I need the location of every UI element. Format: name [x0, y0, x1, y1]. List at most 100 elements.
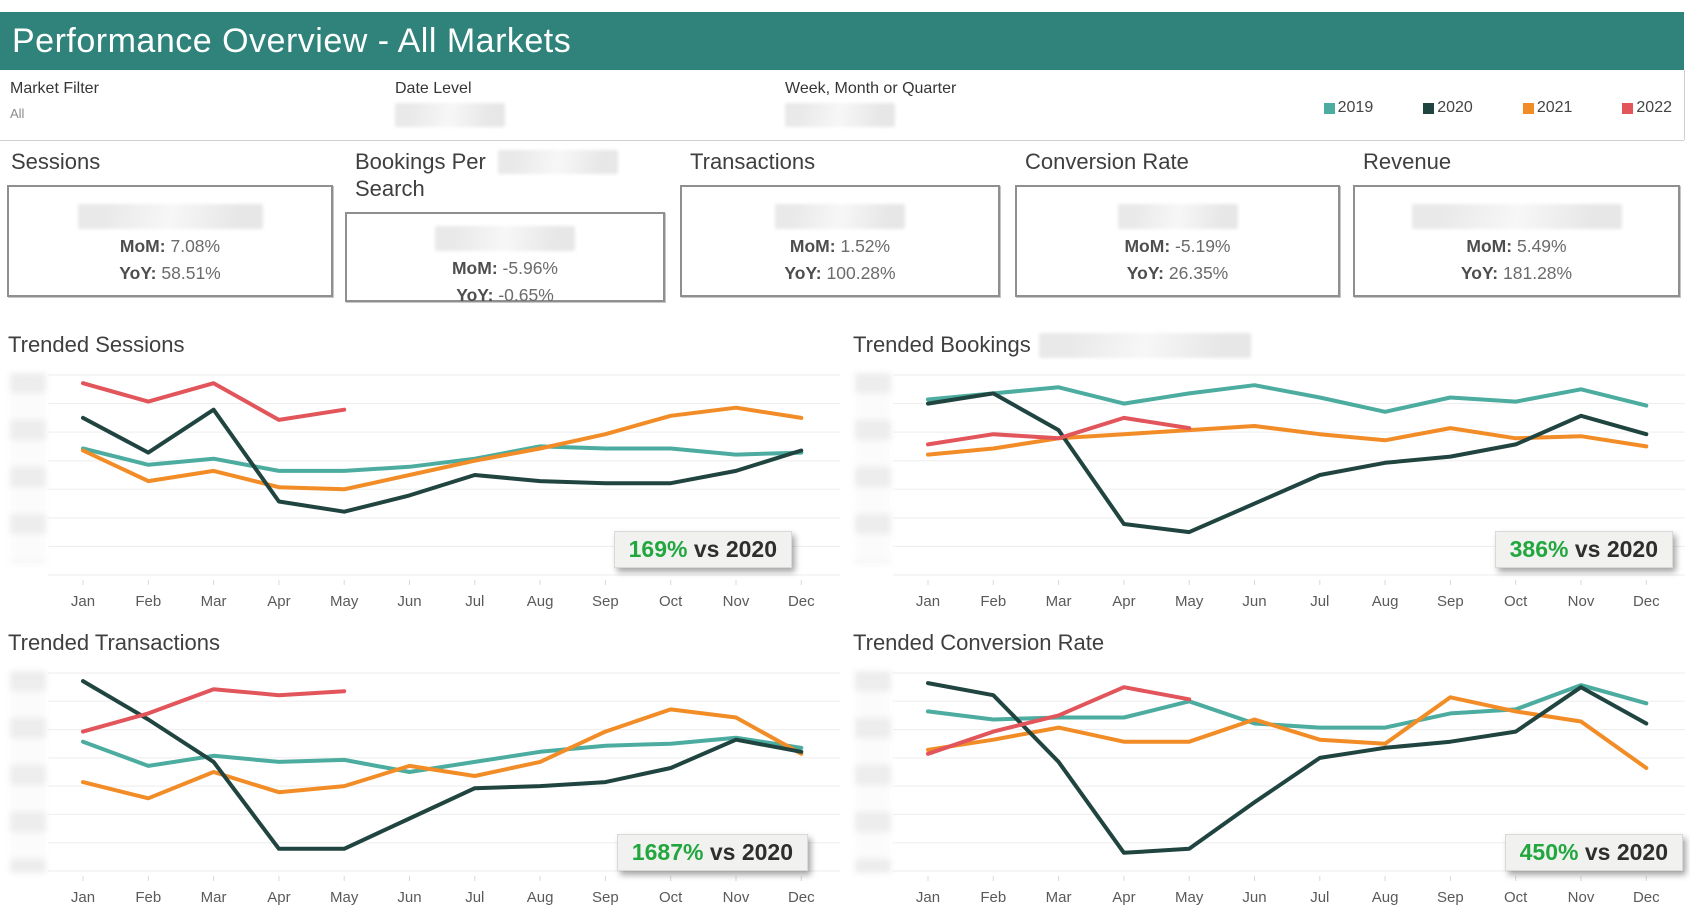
month-label-dec: Dec — [787, 593, 815, 610]
month-axis: Jan Feb Mar Apr May Jun Jul Aug Sep Oct Nov Dec — [853, 593, 1685, 615]
comparison-badge: 1687% vs 2020 — [616, 834, 808, 871]
month-label-apr: Apr — [267, 593, 291, 610]
series-line-2022 — [926, 685, 1192, 756]
kpi-mom-label: MoM: — [1466, 236, 1513, 256]
plot-area[interactable] — [8, 365, 840, 585]
month-label-may: May — [330, 889, 359, 906]
month-label-jun: Jun — [1242, 593, 1267, 610]
plot-container: 450% vs 2020 — [853, 663, 1685, 881]
kpi-yoy-label: YoY: — [1460, 263, 1499, 283]
badge-vs-label: vs 2020 — [693, 536, 777, 562]
comparison-badge: 450% vs 2020 — [1504, 834, 1683, 871]
chart-trended-sessions: Trended Sessions 169% vs 2020 Jan Feb Mar A… — [8, 332, 840, 615]
month-label-mar: Mar — [200, 889, 227, 906]
month-label-nov: Nov — [722, 889, 750, 906]
month-label-oct: Oct — [659, 889, 683, 906]
kpi-value-redacted — [775, 204, 905, 229]
series-line-2022 — [926, 415, 1192, 447]
kpi-mom-value: -5.96% — [502, 258, 558, 278]
series-line-2020 — [926, 681, 1649, 855]
plot-area[interactable] — [853, 663, 1685, 881]
date-level-value-redacted[interactable] — [395, 103, 505, 127]
kpi-yoy-value: 100.28% — [826, 263, 896, 283]
legend-label: 2021 — [1536, 99, 1573, 116]
month-label-sep: Sep — [1437, 593, 1464, 610]
kpi-mom-value: -5.19% — [1175, 236, 1231, 256]
month-axis: Jan Feb Mar Apr May Jun Jul Aug Sep Oct Nov Dec — [8, 889, 840, 911]
month-label-jun: Jun — [1242, 889, 1267, 906]
kpi-card-sessions: Sessions MoM: 7.08% YoY: 58.51% — [7, 148, 333, 297]
month-label-jun: Jun — [397, 593, 422, 610]
month-label-jan: Jan — [915, 889, 941, 906]
series-line-2022 — [81, 687, 347, 734]
month-label-feb: Feb — [980, 593, 1007, 610]
year-legend: 2019 2020 2021 2022 — [1323, 99, 1672, 117]
chart-title: Trended Sessions — [8, 332, 185, 357]
kpi-mom-value: 7.08% — [170, 236, 221, 256]
kpi-title: Bookings Per Search — [345, 148, 665, 202]
month-label-apr: Apr — [267, 889, 291, 906]
series-line-2021 — [81, 405, 804, 492]
plot-area[interactable] — [8, 663, 840, 881]
kpi-yoy-label: YoY: — [456, 285, 494, 305]
filterbar-divider — [0, 140, 1684, 141]
month-label-jan: Jan — [70, 889, 96, 906]
month-label-apr: Apr — [1112, 889, 1136, 906]
badge-percent: 450% — [1519, 839, 1579, 865]
kpi-mom-label: MoM: — [789, 236, 836, 256]
month-label-jul: Jul — [1310, 593, 1330, 610]
granularity-label: Week, Month or Quarter — [785, 80, 957, 97]
legend-label: 2020 — [1437, 99, 1473, 116]
month-label-feb: Feb — [980, 889, 1007, 906]
market-filter-value[interactable]: All — [10, 106, 25, 121]
y-axis-labels-redacted — [855, 671, 891, 873]
kpi-title: Revenue — [1363, 149, 1452, 174]
legend-swatch-icon — [1622, 102, 1634, 114]
legend-label: 2019 — [1337, 99, 1374, 116]
month-label-aug: Aug — [1371, 889, 1399, 906]
kpi-value-redacted — [435, 226, 575, 251]
series-line-2019 — [81, 444, 804, 473]
month-label-feb: Feb — [135, 593, 162, 610]
series-line-2020 — [926, 391, 1649, 535]
month-label-jul: Jul — [465, 889, 485, 906]
badge-percent: 169% — [628, 536, 688, 562]
kpi-value-redacted — [1411, 204, 1622, 229]
kpi-box: MoM: -5.19% YoY: 26.35% — [1015, 185, 1340, 297]
plot-area[interactable] — [853, 365, 1685, 585]
date-level-label: Date Level — [395, 80, 472, 97]
kpi-card-conversion-rate: Conversion Rate MoM: -5.19% YoY: 26.35% — [1015, 148, 1340, 297]
kpi-yoy-value: 58.51% — [161, 263, 221, 283]
month-label-may: May — [1175, 889, 1204, 906]
month-label-jul: Jul — [1310, 889, 1330, 906]
month-label-sep: Sep — [592, 889, 619, 906]
month-label-sep: Sep — [1437, 889, 1464, 906]
badge-vs-label: vs 2020 — [709, 839, 793, 865]
legend-swatch-icon — [1323, 102, 1335, 114]
month-label-jan: Jan — [70, 593, 96, 610]
legend-item-2019[interactable]: 2019 — [1323, 99, 1374, 117]
kpi-card-revenue: Revenue MoM: 5.49% YoY: 181.28% — [1353, 148, 1680, 297]
legend-item-2020[interactable]: 2020 — [1423, 99, 1473, 117]
kpi-yoy-label: YoY: — [1126, 263, 1165, 283]
month-axis: Jan Feb Mar Apr May Jun Jul Aug Sep Oct Nov Dec — [8, 593, 840, 615]
chart-title: Trended Bookings — [853, 332, 1685, 362]
legend-item-2022[interactable]: 2022 — [1622, 99, 1672, 117]
legend-swatch-icon — [1522, 102, 1534, 114]
plot-container: 169% vs 2020 — [8, 365, 840, 585]
kpi-mom-label: MoM: — [1124, 236, 1171, 256]
month-label-nov: Nov — [1567, 889, 1595, 906]
y-axis-labels-redacted — [855, 373, 891, 563]
month-label-jun: Jun — [397, 889, 422, 906]
kpi-mom-value: 1.52% — [840, 236, 891, 256]
series-line-2021 — [926, 424, 1649, 457]
legend-item-2021[interactable]: 2021 — [1522, 99, 1573, 117]
dashboard-title-bar: Performance Overview - All Markets — [0, 12, 1684, 70]
month-label-dec: Dec — [1632, 593, 1660, 610]
kpi-box: MoM: 1.52% YoY: 100.28% — [680, 185, 1000, 297]
granularity-value-redacted[interactable] — [785, 103, 895, 127]
month-label-jul: Jul — [465, 593, 485, 610]
kpi-box: MoM: -5.96% YoY: -0.65% — [345, 212, 665, 305]
badge-vs-label: vs 2020 — [1574, 536, 1658, 562]
legend-label: 2022 — [1636, 99, 1672, 116]
